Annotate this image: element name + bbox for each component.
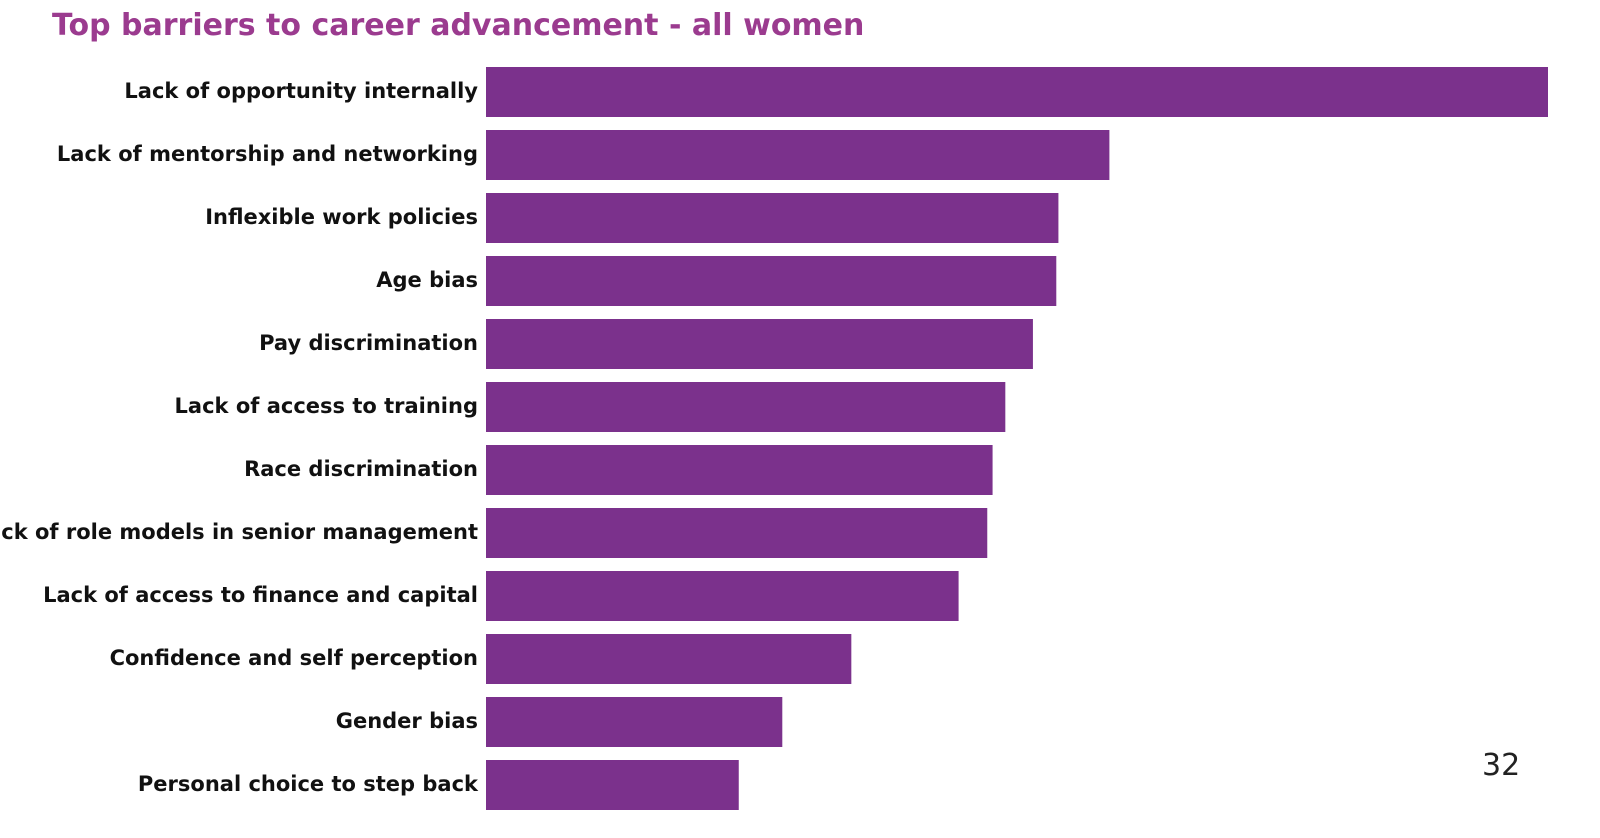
category-label-2: Inflexible work policies [205,205,478,229]
bar-8 [486,571,959,621]
category-label-1: Lack of mentorship and networking [57,142,478,166]
category-label-11: Personal choice to step back [138,772,479,796]
bar-3 [486,256,1057,306]
bar-11 [486,760,739,810]
category-label-9: Confidence and self perception [110,646,478,670]
bar-0 [486,67,1548,117]
page-number: 32 [1482,748,1521,783]
category-label-4: Pay discrimination [259,331,478,355]
category-label-8: Lack of access to finance and capital [43,583,478,607]
bar-2 [486,193,1059,243]
bar-10 [486,697,783,747]
category-label-3: Age bias [376,268,478,292]
bar-7 [486,508,988,558]
category-label-7: Lack of role models in senior management [0,520,478,544]
category-label-0: Lack of opportunity internally [124,79,478,103]
category-label-6: Race discrimination [244,457,478,481]
category-label-10: Gender bias [336,709,478,733]
bar-1 [486,130,1110,180]
bar-9 [486,634,852,684]
category-label-5: Lack of access to training [175,394,478,418]
bar-4 [486,319,1033,369]
chart-title: Top barriers to career advancement - all… [52,8,865,43]
bar-5 [486,382,1006,432]
bar-6 [486,445,993,495]
